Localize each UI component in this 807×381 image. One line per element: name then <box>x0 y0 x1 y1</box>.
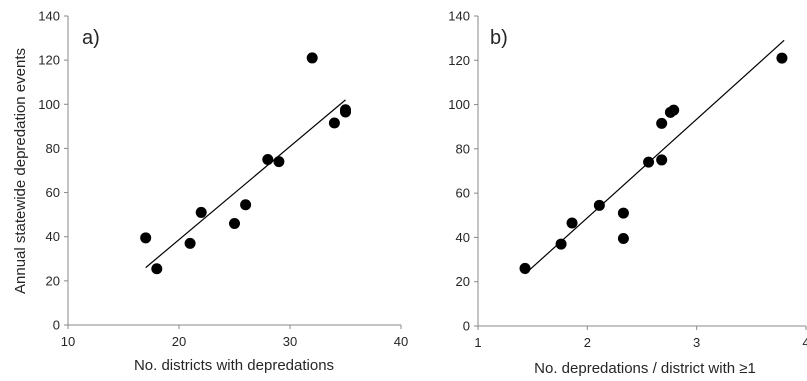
x-axis-label: No. depredations / district with ≥1 <box>534 360 756 377</box>
data-point <box>229 218 240 229</box>
x-tick-label: 40 <box>394 334 408 349</box>
data-point <box>196 207 207 218</box>
y-axis-label: Annual statewide depredation events <box>12 48 29 294</box>
trendline <box>146 100 346 268</box>
data-point <box>151 263 162 274</box>
y-tick-label: 20 <box>46 273 60 288</box>
y-tick-label: 120 <box>38 53 60 68</box>
trendline <box>525 40 784 274</box>
data-point <box>185 238 196 249</box>
data-point <box>262 154 273 165</box>
x-tick-label: 20 <box>172 334 186 349</box>
panel-label: a) <box>82 27 100 49</box>
data-point <box>307 52 318 63</box>
y-tick-label: 140 <box>448 9 470 24</box>
data-point <box>329 118 340 129</box>
y-tick-label: 60 <box>46 185 60 200</box>
data-point <box>240 199 251 210</box>
data-point <box>556 239 567 250</box>
y-tick-label: 40 <box>46 229 60 244</box>
chart-panel-b: 0 20 40 60 80 100 120 140 1 2 3 4 No. depredations /… <box>448 9 807 378</box>
data-point <box>776 53 787 64</box>
data-point <box>643 157 654 168</box>
data-point <box>340 104 351 115</box>
x-tick-label: 3 <box>693 335 700 350</box>
data-point <box>668 105 679 116</box>
x-tick-label: 1 <box>474 335 481 350</box>
data-point <box>520 263 531 274</box>
y-tick-label: 40 <box>456 230 470 245</box>
data-point <box>567 218 578 229</box>
y-tick-label: 60 <box>456 186 470 201</box>
y-tick-label: 100 <box>38 97 60 112</box>
x-axis-label: No. districts with depredations <box>134 357 334 374</box>
y-tick-label: 0 <box>53 318 60 333</box>
y-tick-label: 140 <box>38 9 60 24</box>
data-point <box>656 118 667 129</box>
data-point <box>140 232 151 243</box>
panel-label: b) <box>490 27 508 49</box>
y-tick-label: 20 <box>456 274 470 289</box>
y-tick-label: 80 <box>46 141 60 156</box>
chart-panel-a: 0 20 40 60 80 100 120 140 10 20 30 40 No. districts … <box>12 9 408 375</box>
data-point <box>656 154 667 165</box>
data-point <box>618 208 629 219</box>
y-tick-label: 120 <box>448 53 470 68</box>
x-tick-label: 30 <box>283 334 297 349</box>
x-tick-label: 10 <box>61 334 75 349</box>
x-tick-label: 4 <box>802 335 807 350</box>
y-tick-label: 80 <box>456 141 470 156</box>
data-point <box>594 200 605 211</box>
x-tick-label: 2 <box>584 335 591 350</box>
data-point <box>618 233 629 244</box>
data-point <box>273 156 284 167</box>
y-tick-label: 100 <box>448 97 470 112</box>
y-tick-label: 0 <box>463 319 470 334</box>
